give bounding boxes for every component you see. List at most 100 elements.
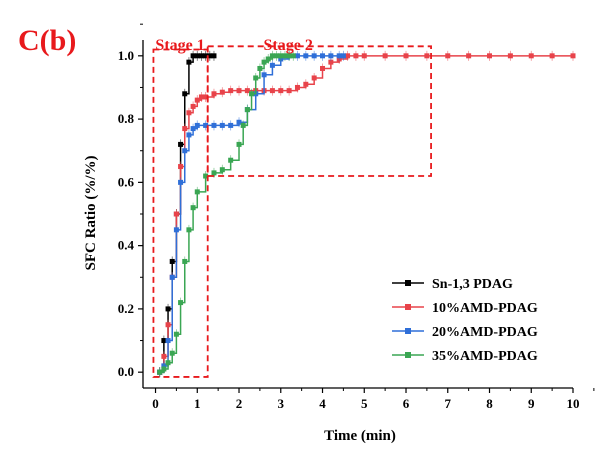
data-point (294, 53, 300, 59)
y-axis-title: SFC Ratio (%/%) (83, 156, 99, 271)
legend: Sn-1,3 PDAG 10%AMD-PDAG 20%AMD-PDAG 35%AMD-… (392, 277, 538, 364)
data-point (269, 62, 275, 68)
data-point (278, 53, 284, 59)
data-point (203, 173, 209, 179)
x-tick-label: 9 (528, 396, 535, 411)
data-point (186, 227, 192, 233)
data-point (320, 53, 326, 59)
legend-marker (405, 280, 411, 286)
data-point (207, 53, 213, 59)
data-point (173, 227, 179, 233)
stage-1-label: Stage 1 (155, 37, 204, 54)
data-point (157, 369, 163, 375)
data-point (286, 53, 292, 59)
data-point (190, 53, 196, 59)
y-tick-label: 0.0 (118, 364, 134, 379)
data-point (194, 53, 200, 59)
data-point (286, 88, 292, 94)
data-point (269, 88, 275, 94)
data-point (487, 53, 493, 59)
data-point (240, 122, 246, 128)
data-point (328, 59, 334, 65)
data-point (203, 94, 209, 100)
data-point (161, 338, 167, 344)
data-point (165, 338, 171, 344)
data-point (507, 53, 513, 59)
data-point (173, 331, 179, 337)
data-point (290, 53, 296, 59)
y-tick-label: 0.2 (118, 301, 134, 316)
data-point (211, 122, 217, 128)
data-point (274, 53, 280, 59)
data-point (186, 132, 192, 138)
data-point (253, 75, 259, 81)
data-point (211, 91, 217, 97)
data-point (528, 53, 534, 59)
data-point (236, 119, 242, 125)
data-point (190, 103, 196, 109)
data-point (194, 189, 200, 195)
data-point (265, 56, 271, 62)
data-point (165, 360, 171, 366)
panel-label: C(b) (18, 24, 76, 57)
data-point (169, 258, 175, 264)
data-point (570, 53, 576, 59)
y-tick-label: 1.0 (118, 48, 134, 63)
data-point (169, 274, 175, 280)
data-point (173, 211, 179, 217)
data-point (178, 141, 184, 147)
data-point (361, 53, 367, 59)
data-point (244, 88, 250, 94)
x-tick-label: 3 (278, 396, 285, 411)
series-4 (157, 50, 296, 378)
data-point (165, 322, 171, 328)
x-tick-label: 8 (486, 396, 493, 411)
legend-label: 35%AMD-PDAG (432, 349, 538, 364)
data-point (211, 53, 217, 59)
data-point (466, 53, 472, 59)
data-point (165, 306, 171, 312)
data-point (303, 53, 309, 59)
data-point (269, 53, 275, 59)
legend-marker (405, 304, 411, 310)
data-point (178, 164, 184, 170)
data-point (194, 97, 200, 103)
data-point (169, 350, 175, 356)
data-point (186, 110, 192, 116)
data-point (294, 84, 300, 90)
x-tick-label: 7 (445, 396, 452, 411)
stage-2-label: Stage 2 (264, 37, 313, 54)
legend-marker (405, 328, 411, 334)
data-point (190, 205, 196, 211)
x-tick-label: 4 (319, 396, 326, 411)
data-point (203, 122, 209, 128)
data-point (219, 167, 225, 173)
legend-label: 20%AMD-PDAG (432, 325, 538, 340)
plot-area: 0 1 2 3 4 5 6 7 8 9 10 0.0 0.2 0.4 0.6 0.8 1.0 Stage 1 Sta… (118, 23, 595, 411)
data-point (549, 53, 555, 59)
x-tick-label: 5 (361, 396, 368, 411)
data-point (249, 91, 255, 97)
x-tick-label: 10 (567, 396, 580, 411)
data-point (228, 88, 234, 94)
data-point (424, 53, 430, 59)
data-point (345, 53, 351, 59)
x-tick-label: 2 (236, 396, 243, 411)
data-point (182, 126, 188, 132)
x-tick-label: 6 (403, 396, 410, 411)
data-point (211, 170, 217, 176)
data-point (219, 89, 225, 95)
data-point (178, 179, 184, 185)
data-point (303, 81, 309, 87)
data-point (194, 122, 200, 128)
data-point (311, 75, 317, 81)
data-point (203, 53, 209, 59)
y-tick-label: 0.6 (118, 174, 135, 189)
legend-label: Sn-1,3 PDAG (432, 277, 513, 292)
data-point (161, 366, 167, 372)
data-point (182, 258, 188, 264)
data-point (236, 88, 242, 94)
data-point (228, 122, 234, 128)
data-point (282, 53, 288, 59)
